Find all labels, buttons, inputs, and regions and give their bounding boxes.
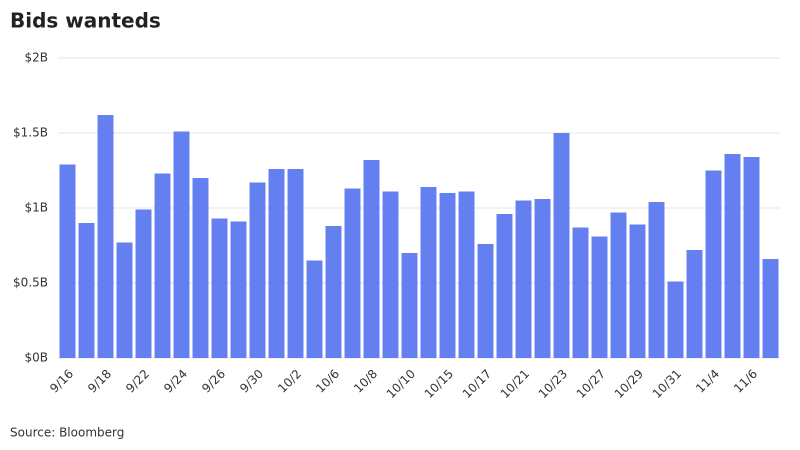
x-tick-label: 11/4: [693, 367, 722, 396]
y-tick-label: $1B: [24, 201, 48, 215]
x-tick-label: 10/8: [351, 367, 380, 396]
bar: [629, 224, 646, 358]
x-tick-label: 9/22: [123, 367, 152, 396]
y-tick-label: $0.5B: [13, 276, 48, 290]
bar: [306, 260, 323, 358]
bar: [762, 259, 779, 358]
bar: [743, 157, 760, 358]
bar: [667, 281, 684, 358]
bar: [382, 191, 399, 358]
bar: [325, 226, 342, 358]
bar: [211, 218, 228, 358]
x-tick-label: 10/10: [384, 367, 418, 401]
bar: [97, 115, 114, 358]
bar: [116, 242, 133, 358]
bar: [401, 253, 418, 358]
bar: [154, 173, 171, 358]
bar: [591, 236, 608, 358]
bar: [553, 133, 570, 358]
bar: [344, 188, 361, 358]
bar: [268, 169, 285, 358]
bar: [610, 212, 627, 358]
x-tick-label: 10/17: [460, 367, 494, 401]
bar: [192, 178, 209, 358]
bar: [439, 193, 456, 358]
bar: [363, 160, 380, 358]
bar: [458, 191, 475, 358]
source-note: Source: Bloomberg: [10, 426, 124, 440]
bar: [515, 200, 532, 358]
bar: [249, 182, 266, 358]
x-tick-label: 9/30: [237, 367, 266, 396]
y-tick-label: $1.5B: [13, 126, 48, 140]
x-tick-label: 9/16: [47, 367, 76, 396]
x-tick-label: 10/2: [275, 367, 304, 396]
x-tick-label: 9/18: [85, 367, 114, 396]
bar: [534, 199, 551, 358]
bar: [78, 223, 95, 358]
bar: [173, 131, 190, 358]
x-tick-label: 10/21: [498, 367, 532, 401]
bar: [705, 170, 722, 358]
bar: [230, 221, 247, 358]
x-tick-label: 9/24: [161, 367, 190, 396]
x-tick-label: 10/15: [422, 367, 456, 401]
x-tick-label: 9/26: [199, 367, 228, 396]
x-tick-label: 11/6: [731, 367, 760, 396]
x-tick-label: 10/27: [574, 367, 608, 401]
x-tick-label: 10/23: [536, 367, 570, 401]
bar: [648, 202, 665, 358]
bar: [135, 209, 152, 358]
bar: [477, 244, 494, 358]
bar: [420, 187, 437, 358]
bar: [59, 164, 76, 358]
y-tick-label: $2B: [24, 51, 48, 65]
y-tick-label: $0B: [24, 351, 48, 365]
bar: [724, 154, 741, 358]
chart-title: Bids wanteds: [10, 9, 161, 33]
x-tick-label: 10/29: [612, 367, 646, 401]
bar: [572, 227, 589, 358]
x-tick-label: 10/31: [650, 367, 684, 401]
bar: [496, 214, 513, 358]
bar: [686, 250, 703, 358]
x-tick-label: 10/6: [313, 367, 342, 396]
bar: [287, 169, 304, 358]
